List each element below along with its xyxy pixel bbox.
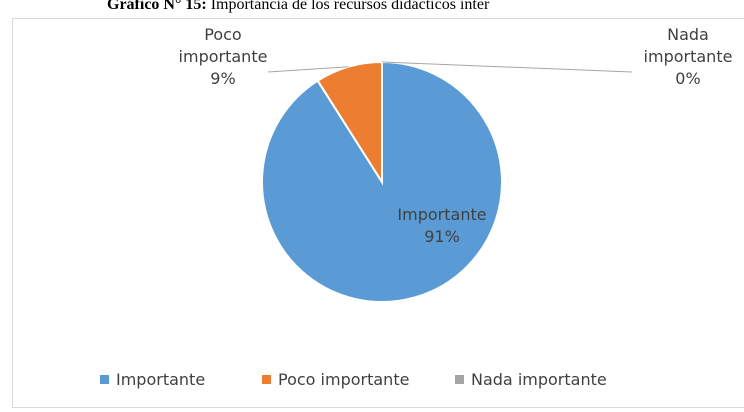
data-label-value: 91% [424,227,460,246]
legend-swatch [100,375,109,384]
legend-swatch [455,375,464,384]
legend-item: Importante [100,370,205,389]
chart-frame [12,18,744,408]
legend-item: Poco importante [262,370,409,389]
legend-label: Importante [116,370,206,389]
data-label: Importante 91% [372,204,512,248]
legend-item: Nada importante [455,370,607,389]
legend-label: Nada importante [471,370,607,389]
legend-label: Poco importante [278,370,410,389]
data-label-value: 9% [210,69,236,88]
data-label-category: Nada importante [643,25,733,66]
title-prefix: Gráfico N° 15: [107,0,207,13]
data-label-value: 0% [675,69,701,88]
title-text: Importancia de los recursos didácticos i… [210,0,490,13]
data-label-category: Importante [397,205,487,224]
legend-swatch [262,375,271,384]
data-label: Poco importante 9% [168,24,278,90]
data-label-category: Poco importante [178,25,268,66]
leader-line [267,66,349,73]
data-label: Nada importante 0% [628,24,744,90]
leader-line [381,61,633,73]
chart-title: Gráfico N° 15: Importancia de los recurs… [107,0,489,14]
